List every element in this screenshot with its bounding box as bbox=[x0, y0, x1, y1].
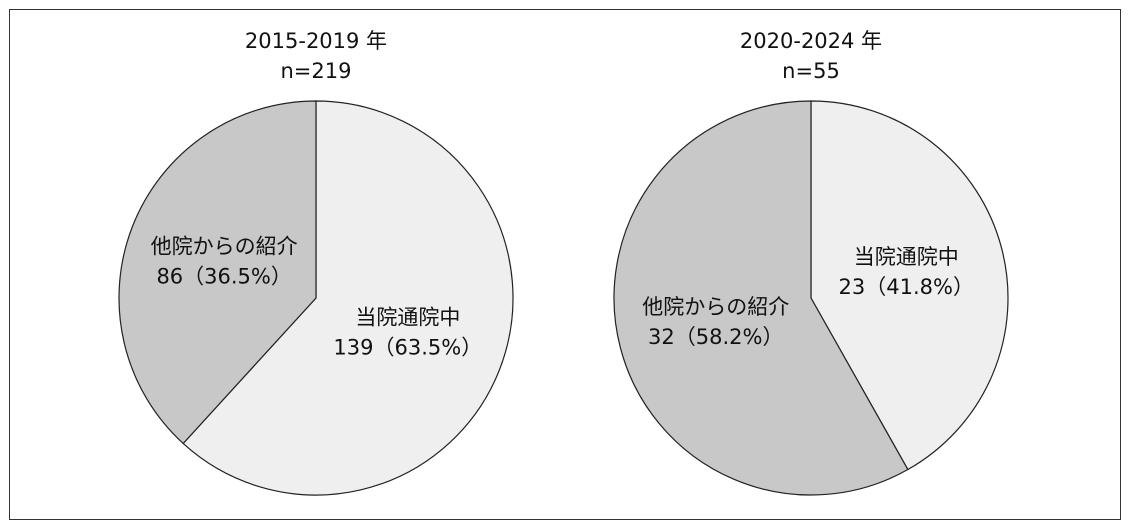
value-label: 23（41.8%） bbox=[839, 275, 974, 299]
value-label: 139（63.5%） bbox=[333, 336, 482, 360]
pie-slice bbox=[810, 100, 1009, 471]
chart-title: 2020-2024 年 bbox=[740, 29, 882, 53]
pie-slice bbox=[613, 100, 909, 496]
chart-subtitle: n=219 bbox=[281, 59, 352, 83]
chart-subtitle: n=55 bbox=[782, 59, 840, 83]
slice-label: 他院からの紹介 bbox=[642, 295, 789, 319]
slice-label: 当院通院中 bbox=[355, 306, 460, 330]
slice-label: 当院通院中 bbox=[854, 245, 959, 269]
chart-title: 2015-2019 年 bbox=[245, 29, 387, 53]
pie-slice bbox=[182, 100, 514, 496]
pie-slice bbox=[118, 100, 317, 445]
slice-label: 他院からの紹介 bbox=[151, 234, 298, 258]
value-label: 32（58.2%） bbox=[648, 325, 783, 349]
value-label: 86（36.5%） bbox=[156, 264, 291, 288]
